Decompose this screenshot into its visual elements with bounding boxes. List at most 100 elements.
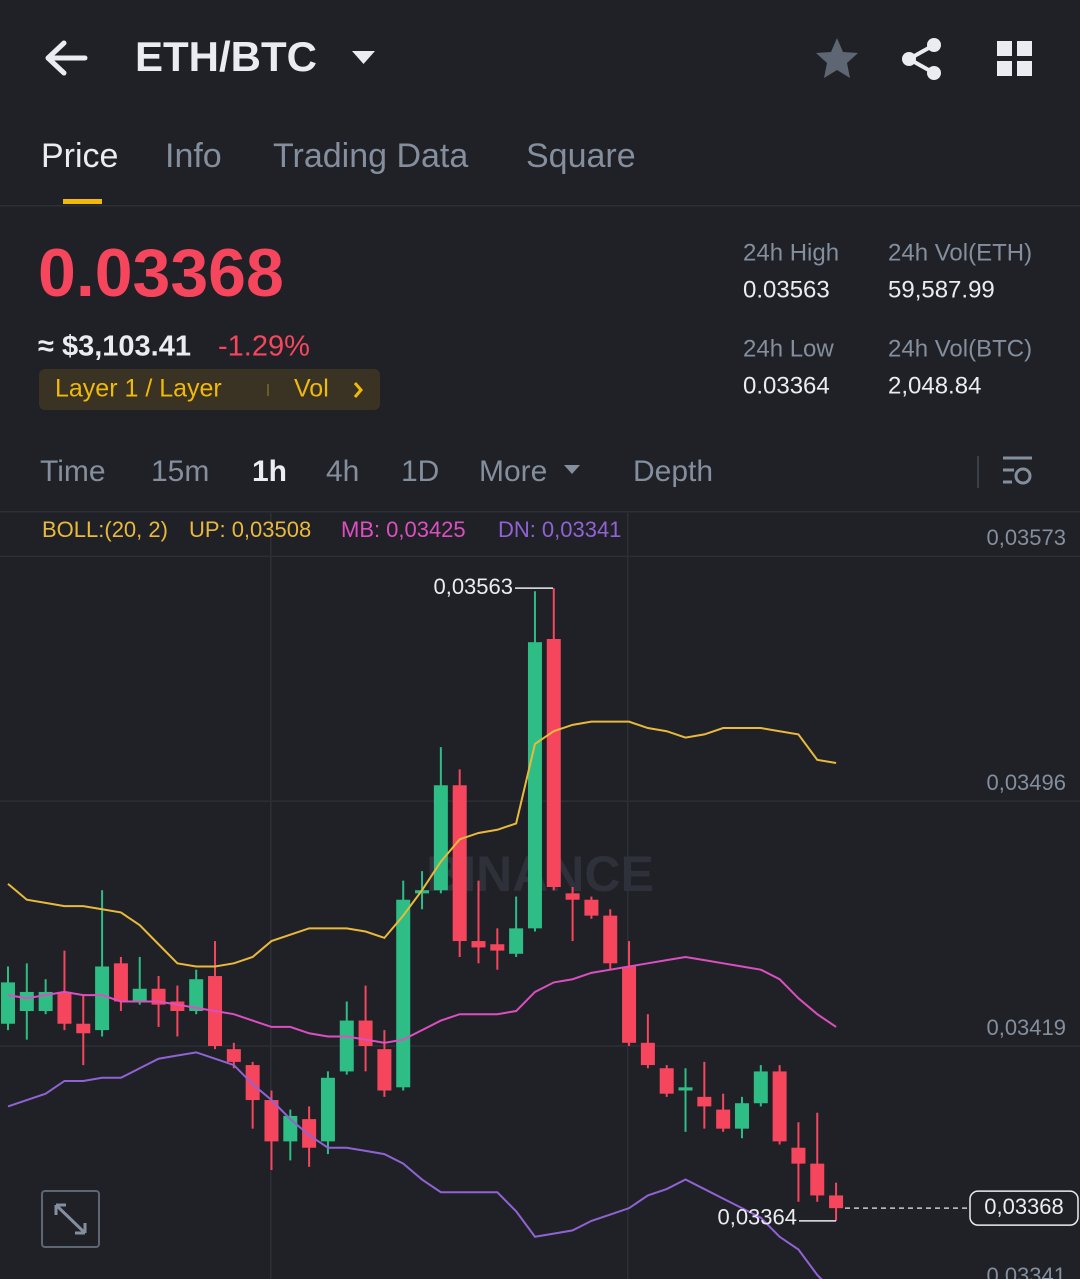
y-tick-label: 0,03341 <box>986 1263 1066 1279</box>
candle-body <box>546 639 561 888</box>
stat-label: 24h High <box>743 239 839 266</box>
more-caret[interactable] <box>564 465 580 474</box>
interval[interactable]: 15m <box>151 455 209 488</box>
interval-active[interactable]: 1h <box>252 455 287 488</box>
candle-body <box>716 1109 731 1129</box>
divider <box>0 511 1080 513</box>
tag-background <box>39 369 380 410</box>
pair-caret[interactable] <box>352 51 375 64</box>
band-line <box>7 955 837 1044</box>
candle-body <box>810 1163 825 1196</box>
candle-body <box>584 899 599 916</box>
favorite-icon[interactable] <box>816 38 858 78</box>
candle-body <box>697 1096 712 1107</box>
apps-square <box>997 61 1012 76</box>
candle-body <box>339 1020 354 1072</box>
tag-chevron <box>353 382 363 398</box>
candle-body <box>76 1023 91 1034</box>
legend-entry: UP: 0,03508 <box>189 517 311 542</box>
fullscreen-button[interactable] <box>41 1190 100 1248</box>
band-line <box>7 1051 823 1279</box>
candle-body <box>734 1103 749 1129</box>
last-price-label: 0,03368 <box>984 1194 1064 1219</box>
tab[interactable]: Info <box>165 137 222 175</box>
interval[interactable]: 4h <box>326 455 359 488</box>
low-marker-label: 0,03364 <box>717 1205 797 1230</box>
y-tick-label: 0,03419 <box>986 1015 1066 1040</box>
apps-square <box>1017 41 1032 56</box>
legend: UP: 0,03508 MB: 0,03425 DN: 0,03341 <box>189 517 621 542</box>
stat-value: 59,587.99 <box>888 276 995 303</box>
y-tick-label: 0,03496 <box>986 770 1066 795</box>
interval[interactable]: Time <box>40 455 106 488</box>
fullscreen-arrows <box>54 1203 87 1235</box>
legend-entry: DN: 0,03341 <box>498 517 621 542</box>
candle-body <box>772 1071 787 1142</box>
y-tick-label: 0,03573 <box>986 525 1066 550</box>
legend-name: UP: <box>189 517 226 542</box>
grid: 0,03573 0,03496 0,03419 0,03341 <box>0 525 1080 1279</box>
tab-active[interactable]: Price <box>41 137 118 175</box>
pair-title[interactable]: ETH/BTC <box>135 33 317 80</box>
candle-body <box>791 1147 806 1164</box>
category-tag[interactable]: Layer 1 / Layer Vol <box>39 369 380 410</box>
candle-body <box>509 928 524 954</box>
back-button[interactable] <box>45 40 88 76</box>
tab-indicator <box>63 199 102 204</box>
candle-body <box>622 966 637 1043</box>
vertical-grid-line <box>627 513 629 1279</box>
interval[interactable]: More <box>479 455 547 488</box>
last-price: 0.03368 <box>38 235 284 311</box>
tab[interactable]: Trading Data <box>273 137 468 175</box>
interval[interactable]: 1D <box>401 455 439 488</box>
stat-value: 2,048.84 <box>888 372 981 399</box>
candle-body <box>226 1049 241 1062</box>
legend-value: 0,03341 <box>542 517 622 542</box>
share-lines <box>904 43 935 75</box>
apps-square <box>1017 61 1032 76</box>
candle-body <box>396 899 411 1088</box>
candle-body <box>170 1001 185 1012</box>
tag-text: Layer 1 / Layer <box>55 375 222 403</box>
tab[interactable]: Square <box>526 137 636 175</box>
tag-text: Vol <box>294 375 329 403</box>
legend-value: 0,03508 <box>232 517 312 542</box>
candle-body <box>640 1042 655 1066</box>
last-price-box <box>969 1190 1079 1226</box>
candle-body <box>57 991 72 1024</box>
candle-body <box>132 988 147 1002</box>
divider <box>977 456 979 488</box>
band-line <box>7 720 837 968</box>
share-icon[interactable] <box>902 38 941 80</box>
stat-value: 0.03364 <box>743 372 830 399</box>
candle-body <box>678 1087 693 1091</box>
candle-body <box>95 966 110 1031</box>
candle-body <box>302 1119 317 1148</box>
interval[interactable]: Depth <box>633 455 713 488</box>
chart-settings-icon[interactable] <box>1003 456 1032 485</box>
candle-body <box>113 963 128 1002</box>
candle-body <box>659 1068 674 1094</box>
candle-body <box>189 979 204 1012</box>
stat-label: 24h Vol(ETH) <box>888 239 1032 266</box>
candle-body <box>19 991 34 1012</box>
legend-name: DN: <box>498 517 536 542</box>
stat-label: 24h Low <box>743 335 834 362</box>
apps-square <box>997 41 1012 56</box>
high-marker-label: 0,03563 <box>433 574 513 599</box>
candle-body <box>603 915 618 964</box>
candle-body <box>377 1049 392 1091</box>
candle-body <box>452 785 467 942</box>
plot: 0,03563 0,03364 0,03368 <box>1 574 1079 1279</box>
candle-body <box>753 1071 768 1104</box>
candle-body <box>245 1065 260 1101</box>
candle-body <box>264 1100 279 1142</box>
tag-divider <box>267 384 269 396</box>
settings-gear <box>1014 467 1032 485</box>
usd-price: ≈ $3,103.41 <box>38 331 191 363</box>
apps-icon[interactable] <box>997 41 1032 76</box>
vertical-grid-line <box>270 513 272 1279</box>
legend-name: MB: <box>341 517 380 542</box>
